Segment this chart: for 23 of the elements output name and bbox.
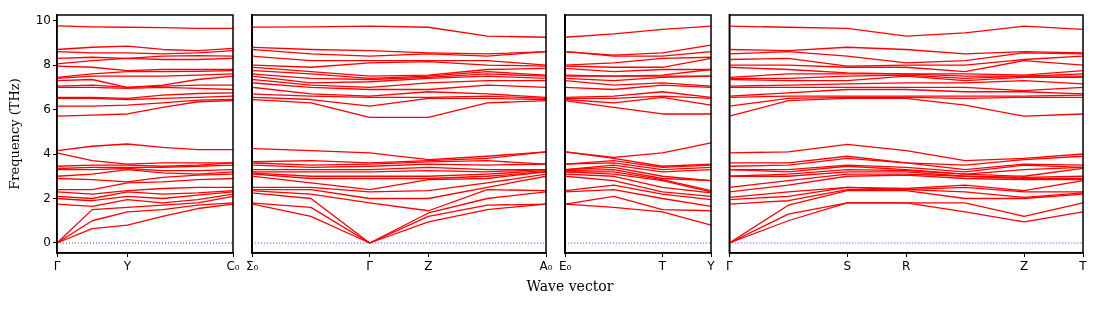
x-tick-label: E₀ (558, 259, 572, 274)
y-tick-label: 0 (43, 235, 51, 250)
y-tick-label: 4 (43, 146, 51, 161)
x-tick-label: T (657, 259, 667, 274)
x-tick-label: Γ (366, 259, 374, 274)
x-tick-label: Γ (726, 259, 733, 274)
x-tick-label: S (843, 259, 852, 274)
x-tick-label: R (902, 259, 911, 274)
y-tick-label: 8 (43, 57, 51, 72)
x-tick-label: Z (1019, 259, 1029, 274)
x-tick-label: Y (706, 259, 716, 274)
y-axis-title: Frequency (THz) (7, 78, 23, 190)
x-axis-title: Wave vector (526, 278, 614, 294)
x-tick-label: Z (424, 259, 433, 274)
x-tick-label: Σ₀ (245, 259, 259, 274)
x-tick-label: Γ (53, 259, 61, 274)
x-tick-label: T (1078, 259, 1088, 274)
y-tick-label: 2 (43, 190, 51, 205)
x-tick-label: C₀ (226, 259, 240, 274)
y-tick-label: 6 (43, 101, 51, 116)
y-tick-label: 10 (35, 12, 51, 27)
x-tick-label: Y (122, 259, 132, 274)
x-tick-label: A₀ (539, 259, 553, 274)
